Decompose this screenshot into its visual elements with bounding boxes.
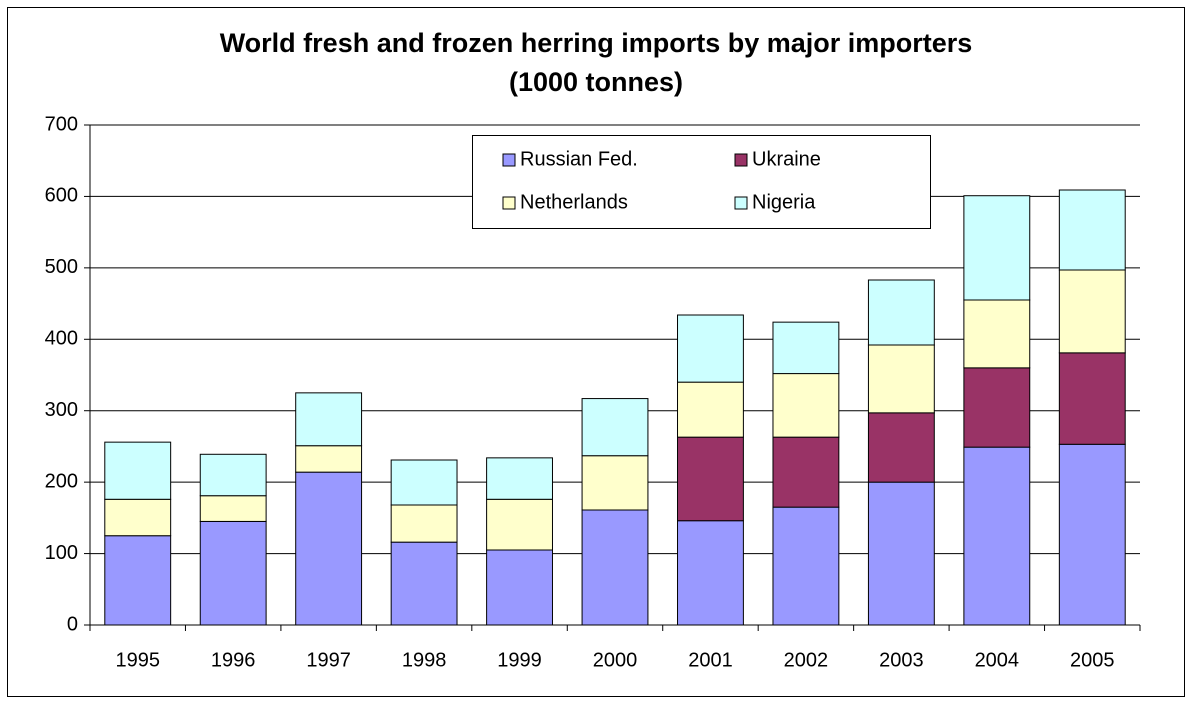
bar-segment xyxy=(581,509,649,626)
bar-segment xyxy=(1058,269,1126,354)
x-tick-label: 1999 xyxy=(497,649,542,671)
bar-segment xyxy=(963,446,1031,626)
bar-segment xyxy=(867,481,935,626)
y-tick-label: 100 xyxy=(45,542,78,564)
bar-segment xyxy=(677,314,744,383)
bar-segment xyxy=(581,455,649,511)
bar-segment xyxy=(199,453,267,497)
bar-segment xyxy=(677,520,744,626)
bar-segment xyxy=(104,498,172,537)
bar-segment xyxy=(963,367,1031,448)
y-tick-label: 0 xyxy=(67,613,78,635)
bar-segment xyxy=(963,195,1031,301)
bar-segment xyxy=(1058,189,1126,271)
bar-segment xyxy=(772,373,840,438)
chart-subtitle: (1000 tonnes) xyxy=(509,67,683,97)
y-tick-label: 700 xyxy=(45,113,78,135)
bar-segment xyxy=(581,398,649,457)
bar-segment xyxy=(677,381,744,438)
bar-segment xyxy=(867,412,935,483)
legend-label: Ukraine xyxy=(752,148,821,170)
y-tick-label: 500 xyxy=(45,256,78,278)
legend-swatch xyxy=(734,153,748,167)
legend-label: Netherlands xyxy=(520,191,628,213)
x-tick-label: 1995 xyxy=(115,649,160,671)
x-tick-label: 2002 xyxy=(784,649,829,671)
legend-box xyxy=(472,135,931,229)
bar-segment xyxy=(677,436,744,522)
y-tick-label: 300 xyxy=(45,399,78,421)
x-tick-label: 1998 xyxy=(402,649,447,671)
bar-segment xyxy=(867,344,935,414)
x-tick-label: 2000 xyxy=(593,649,638,671)
legend-swatch xyxy=(734,196,748,210)
y-tick-label: 600 xyxy=(45,185,78,207)
legend-label: Russian Fed. xyxy=(520,148,638,170)
x-tick-label: 2001 xyxy=(688,649,733,671)
bar-segment xyxy=(772,436,840,508)
bar-segment xyxy=(1058,443,1126,626)
bar-segment xyxy=(295,471,363,626)
x-tick-label: 2005 xyxy=(1070,649,1115,671)
chart-title: World fresh and frozen herring imports b… xyxy=(220,28,973,58)
bar-segment xyxy=(390,541,458,626)
bar-segment xyxy=(1058,352,1126,445)
bar-segment xyxy=(390,504,458,543)
bar-segment xyxy=(486,498,553,551)
bar-segment xyxy=(963,299,1031,369)
x-tick-label: 1997 xyxy=(306,649,351,671)
legend-swatch xyxy=(502,196,516,210)
legend-swatch xyxy=(502,153,516,167)
x-tick-label: 2004 xyxy=(975,649,1020,671)
bar-segment xyxy=(486,549,553,626)
bar-segment xyxy=(867,279,935,346)
x-tick-label: 1996 xyxy=(211,649,256,671)
y-tick-label: 200 xyxy=(45,470,78,492)
bar-segment xyxy=(104,441,172,500)
bar-segment xyxy=(772,506,840,626)
bar-segment xyxy=(486,457,553,500)
bar-segment xyxy=(390,459,458,506)
x-tick-label: 2003 xyxy=(879,649,924,671)
bar-segment xyxy=(295,445,363,473)
bar-segment xyxy=(772,321,840,375)
bar-segment xyxy=(199,495,267,522)
legend-label: Nigeria xyxy=(752,191,816,213)
bar-segment xyxy=(104,535,172,626)
y-tick-label: 400 xyxy=(45,328,78,350)
bar-segment xyxy=(295,392,363,447)
bar-segment xyxy=(199,520,267,626)
